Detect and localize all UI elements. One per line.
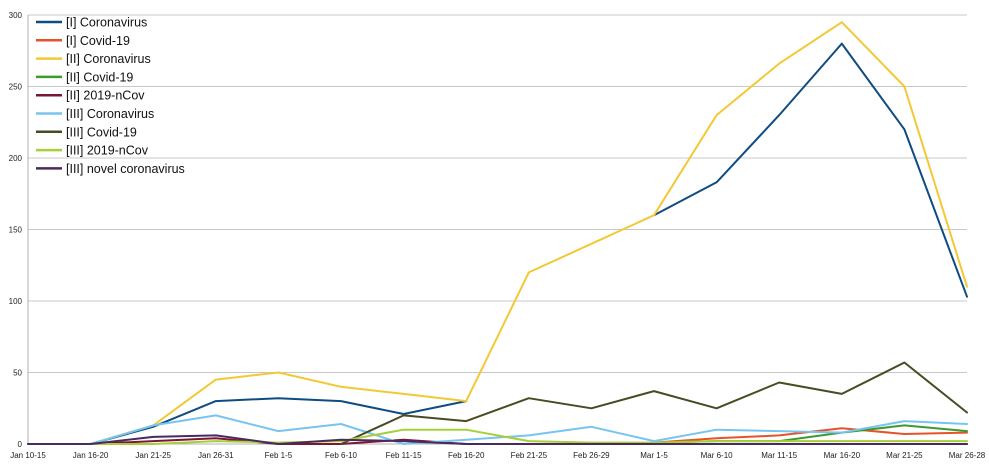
y-tick-label: 300: [9, 11, 23, 20]
x-tick-label: Jan 10-15: [10, 451, 46, 460]
legend-label: [II] Covid-19: [66, 70, 133, 84]
series-lines: [27, 21, 968, 445]
gridlines: [28, 14, 967, 445]
x-tick-label: Mar 6-10: [701, 451, 734, 460]
series-line-iii-novel-coronavirus: [27, 434, 968, 445]
series-line-iii-covid-19: [340, 361, 968, 445]
x-tick-label: Feb 1-5: [265, 451, 293, 460]
x-tick-label: Mar 21-25: [886, 451, 923, 460]
legend-label: [III] novel coronavirus: [66, 162, 185, 176]
series-line-iii-coronavirus: [27, 414, 968, 445]
y-tick-label: 150: [9, 226, 23, 235]
legend-label: [III] Coronavirus: [66, 107, 154, 121]
x-tick-label: Jan 21-25: [135, 451, 171, 460]
y-tick-label: 250: [9, 83, 23, 92]
y-axis: 0 50 100 150 200 250 300: [9, 11, 29, 449]
x-tick-label: Mar 11-15: [761, 451, 797, 460]
legend-label: [I] Covid-19: [66, 34, 130, 48]
legend-label: [II] 2019-nCov: [66, 89, 145, 103]
x-tick-label: Feb 6-10: [325, 451, 358, 460]
y-tick-label: 0: [18, 440, 23, 449]
x-tick-label: Mar 1-5: [640, 451, 668, 460]
x-tick-label: Feb 21-25: [511, 451, 548, 460]
x-tick-label: Feb 26-29: [573, 451, 610, 460]
legend: [I] Coronavirus [I] Covid-19 [II] Coronavi…: [36, 16, 185, 176]
series-line-ii-coronavirus: [27, 21, 968, 445]
x-tick-label: Feb 11-15: [386, 451, 422, 460]
series-line-iii-2019-ncov: [27, 428, 968, 445]
x-tick-label: Mar 16-20: [824, 451, 861, 460]
y-tick-label: 50: [13, 369, 22, 378]
x-tick-label: Feb 16-20: [448, 451, 485, 460]
x-tick-label: Mar 26-28: [949, 451, 986, 460]
y-tick-label: 100: [9, 297, 23, 306]
legend-label: [I] Coronavirus: [66, 16, 147, 30]
x-tick-label: Jan 16-20: [73, 451, 109, 460]
x-tick-label: Jan 26-31: [198, 451, 234, 460]
y-tick-label: 200: [9, 154, 23, 163]
legend-label: [II] Coronavirus: [66, 52, 151, 66]
legend-label: [III] Covid-19: [66, 125, 137, 139]
legend-label: [III] 2019-nCov: [66, 144, 149, 158]
